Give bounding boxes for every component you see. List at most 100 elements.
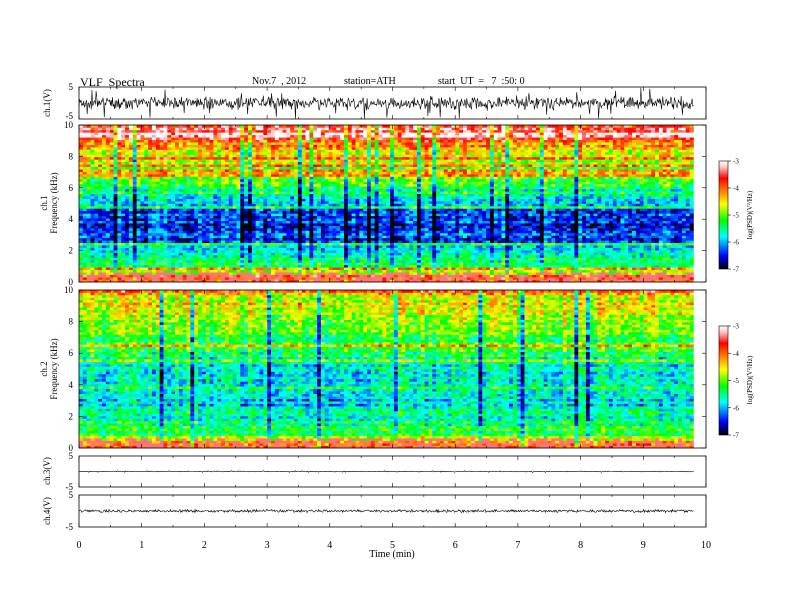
ch1-spectrogram-cell <box>639 230 644 234</box>
ch1-spectrogram-cell <box>198 218 203 221</box>
ch1-spectrogram-cell <box>297 225 303 229</box>
ch1-spectrogram-cell <box>612 255 617 258</box>
ch1-spectrogram-cell <box>551 205 556 209</box>
ch1-spectrogram-cell <box>451 218 456 221</box>
ch1-spectrogram-cell <box>332 274 337 278</box>
ch1-spectrogram-cell <box>224 247 230 251</box>
ch1-spectrogram-cell <box>639 257 644 261</box>
ch1-spectrogram-cell <box>601 272 606 275</box>
ch1-spectrogram-cell <box>324 245 329 248</box>
ch1-spectrogram-cell <box>171 247 176 251</box>
ch1-spectrogram-cell <box>278 267 283 271</box>
ch1-spectrogram-cell <box>658 232 664 236</box>
ch1-spectrogram-cell <box>240 218 245 221</box>
ch1-spectrogram-cell <box>658 237 664 241</box>
ch1-spectrogram-cell <box>144 262 149 266</box>
ch1-spectrogram-cell <box>151 232 157 236</box>
ch1-spectrogram-cell <box>597 277 602 280</box>
ch1-spectrogram-cell <box>297 259 303 263</box>
ch1-spectrogram-cell <box>493 225 498 229</box>
ch1-spectrogram-cell <box>674 255 679 258</box>
ch1-spectrogram-cell <box>632 218 637 221</box>
ch1-spectrogram-cell <box>309 215 314 219</box>
ch1-spectrogram-cell <box>290 257 295 261</box>
ch1-spectrogram-cell <box>228 223 233 226</box>
ch1-spectrogram-cell <box>420 205 425 209</box>
ch1-spectrogram-cell <box>585 235 591 239</box>
ch1-spectrogram-cell <box>151 213 157 217</box>
ch1-spectrogram-cell <box>432 247 437 251</box>
ch1-spectrogram-cell <box>405 267 410 271</box>
ch1-spectrogram-cell <box>505 208 510 212</box>
ch1-spectrogram-cell <box>328 205 333 209</box>
ch1-spectrogram-cell <box>374 267 379 271</box>
ch1-spectrogram-cell <box>501 250 506 253</box>
ch1-spectrogram-cell <box>601 247 606 251</box>
ch1-spectrogram-cell <box>409 269 414 273</box>
ch1-spectrogram-cell <box>536 220 541 224</box>
ch1-spectrogram-cell <box>493 232 498 236</box>
ch1-spectrogram-cell <box>290 210 295 214</box>
ch1-spectrogram-cell <box>271 220 276 224</box>
ch1-spectrogram-cell <box>136 255 141 258</box>
ch1-spectrogram-cell <box>597 225 602 229</box>
ch1-spectrogram-cell <box>555 242 560 246</box>
ch1-spectrogram-cell <box>144 230 149 234</box>
ch1-spectrogram-cell <box>267 225 272 229</box>
ch1-spectrogram-cell <box>678 215 683 219</box>
ch1-spectrogram-cell <box>128 223 134 226</box>
ch1-spectrogram-cell <box>155 242 160 246</box>
ch1-spectrogram-cell <box>390 255 395 258</box>
ch1-spectrogram-cell <box>432 215 437 219</box>
ch1-spectrogram-cell <box>290 277 295 280</box>
ch1-spectrogram-cell <box>536 255 541 258</box>
ch1-spectrogram-cell <box>489 237 495 241</box>
ch1-spectrogram-cell <box>647 232 652 236</box>
ch1-spectrogram-cell <box>489 235 495 239</box>
ch1-spectrogram-cell <box>228 215 233 219</box>
ch1-spectrogram-cell <box>578 252 583 256</box>
ch1-spectrogram-cell <box>436 228 441 231</box>
ch1-spectrogram-cell <box>332 255 337 258</box>
ch1-spectrogram-cell <box>539 262 544 266</box>
ch1-spectrogram-cell <box>685 230 690 234</box>
ch1-spectrogram-cell <box>551 252 556 256</box>
ch1-spectrogram-cell <box>367 255 372 258</box>
ch1-spectrogram-cell <box>194 267 199 271</box>
ch1-spectrogram-cell <box>574 264 579 268</box>
ch1-spectrogram-cell <box>213 242 218 246</box>
ch1-spectrogram-cell <box>455 245 460 248</box>
ch1-spectrogram-cell <box>125 232 130 236</box>
ch1-spectrogram-cell <box>608 223 614 226</box>
ch1-spectrogram-cell <box>593 274 598 278</box>
ch1-spectrogram-cell <box>628 257 633 261</box>
ch1-spectrogram-cell <box>244 267 249 271</box>
ch1-spectrogram-cell <box>159 225 164 229</box>
ch1-spectrogram-cell <box>386 247 391 251</box>
ch1-spectrogram-cell <box>132 269 137 273</box>
ch1-spectrogram-cell <box>643 242 648 246</box>
ch1-spectrogram-cell <box>267 269 272 273</box>
ch1-spectrogram-cell <box>159 218 164 221</box>
ch1-spectrogram-cell <box>397 215 402 219</box>
ch1-spectrogram-cell <box>209 264 214 268</box>
ch1-spectrogram-cell <box>232 232 237 236</box>
ch1-spectrogram-cell <box>382 205 387 209</box>
ch1-spectrogram-cell <box>532 208 537 212</box>
ch1-spectrogram-cell <box>405 223 410 226</box>
ch1-spectrogram-cell <box>509 279 514 283</box>
ch1-spectrogram-cell <box>543 252 548 256</box>
ch1-spectrogram-cell <box>489 215 495 219</box>
ch1-spectrogram-cell <box>221 245 226 248</box>
ch1-spectrogram-cell <box>355 223 360 226</box>
ch1-spectrogram-cell <box>313 247 318 251</box>
ch1-spectrogram-cell <box>674 245 679 248</box>
ch1-spectrogram-cell <box>678 237 683 241</box>
ch1-spectrogram-cell <box>420 259 425 263</box>
ch1-spectrogram-cell <box>440 259 445 263</box>
ch1-spectrogram-cell <box>148 247 153 251</box>
ch1-spectrogram-cell <box>447 215 452 219</box>
ch1-spectrogram-cell <box>313 230 318 234</box>
ch1-spectrogram-cell <box>201 225 207 229</box>
ch1-spectrogram-cell <box>662 257 667 261</box>
